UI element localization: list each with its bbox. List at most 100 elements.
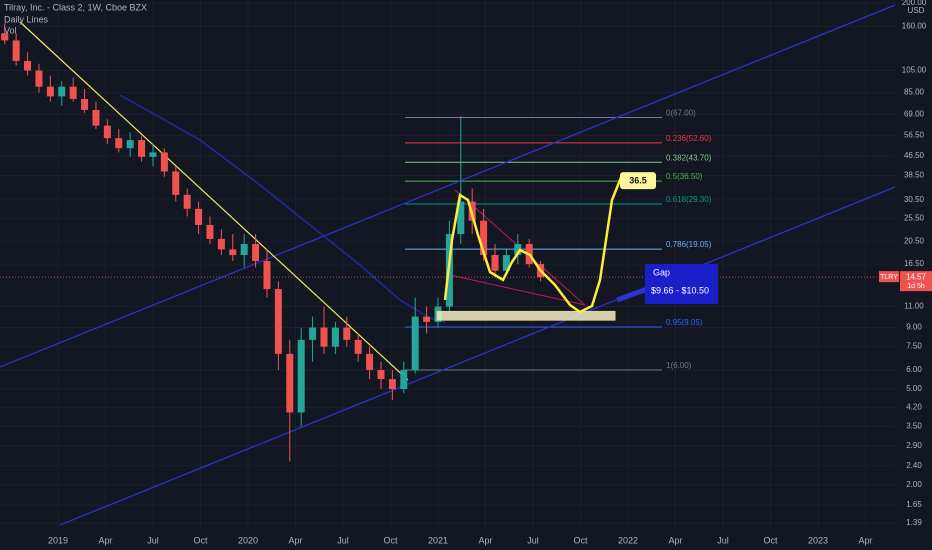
y-tick-label: 85.00 <box>904 88 925 97</box>
candle-body <box>343 327 351 340</box>
candle-body <box>297 339 305 413</box>
fib-label: 1(6.00) <box>666 361 692 370</box>
fib-label: 0.5(36.50) <box>666 172 703 181</box>
candle-body <box>388 379 396 390</box>
candle-body <box>229 249 237 256</box>
fib-label: 0.786(19.05) <box>666 240 712 249</box>
candle-body <box>286 353 294 413</box>
candle-body <box>252 244 260 262</box>
candle-body <box>126 140 134 149</box>
y-tick-label: 56.50 <box>904 130 925 139</box>
x-tick-label: Jul <box>717 535 729 545</box>
x-tick-label: 2019 <box>48 535 68 545</box>
x-tick-label: Oct <box>574 535 589 545</box>
y-tick-label: 20.50 <box>904 237 925 246</box>
candle-body <box>354 339 362 354</box>
x-tick-label: 2023 <box>808 535 828 545</box>
x-tick-label: Jul <box>337 535 349 545</box>
candle-body <box>377 369 385 380</box>
candle-body <box>92 109 100 126</box>
candle-body <box>81 98 89 110</box>
candle-body <box>411 316 419 370</box>
x-tick-label: Oct <box>383 535 398 545</box>
target-badge <box>620 172 656 190</box>
indicator-label: Daily Lines <box>4 14 49 24</box>
x-tick-label: Apr <box>669 535 683 545</box>
y-tick-label: 2.40 <box>906 461 922 470</box>
x-tick-label: Oct <box>764 535 779 545</box>
x-tick-label: Apr <box>288 535 302 545</box>
fib-label: 0.236(52.60) <box>666 134 712 143</box>
target-label: 36.5 <box>629 175 647 185</box>
candle-body <box>309 327 317 340</box>
fib-label: 0.95(9.05) <box>666 318 703 327</box>
symbol-badge <box>879 271 899 283</box>
x-tick-label: 2021 <box>428 535 448 545</box>
candle-body <box>480 220 488 256</box>
y-tick-label: 9.00 <box>906 323 922 332</box>
candle-body <box>69 86 77 99</box>
y-tick-label: 11.00 <box>904 302 924 311</box>
candle-body <box>103 125 111 139</box>
candle-body <box>138 140 146 157</box>
x-tick-label: Apr <box>859 535 873 545</box>
channel-upper <box>0 2 901 368</box>
candle-body <box>46 86 54 97</box>
gap-zone <box>436 310 616 321</box>
gap-callout-arrow <box>616 285 651 303</box>
axes: 200.00 160.00 105.00 85.00 69.00 56.50 46.50 38… <box>48 0 932 545</box>
candle-body <box>1 33 9 41</box>
y-tick-label: 6.00 <box>906 365 922 374</box>
candle-body <box>217 238 225 250</box>
y-tick-label: 3.50 <box>906 421 922 430</box>
candle-body <box>366 353 374 370</box>
candle-body <box>263 261 271 290</box>
last-price-label: 14.57 <box>906 272 927 281</box>
gap-range: $9.66 - $10.50 <box>651 285 709 295</box>
wedge-line <box>449 274 586 306</box>
x-tick-label: 2020 <box>238 535 258 545</box>
candle-body <box>514 244 522 256</box>
x-tick-label: Apr <box>478 535 492 545</box>
projection-path <box>443 174 624 314</box>
channel-lower <box>59 184 901 526</box>
candle-body <box>24 60 32 71</box>
x-tick-label: 2022 <box>618 535 638 545</box>
candle-body <box>457 201 465 235</box>
y-tick-label: 2.00 <box>906 480 922 489</box>
y-tick-label: 16.50 <box>904 259 925 268</box>
x-tick-label: Jul <box>147 535 159 545</box>
chart-title: Tilray, Inc. - Class 2, 1W, Cboe BZX <box>4 2 147 12</box>
fib-label: 0(67.00) <box>666 109 696 118</box>
y-tick-label: 105.00 <box>902 66 927 75</box>
candle-body <box>183 194 191 209</box>
gap-title: Gap <box>653 267 670 277</box>
candle-body <box>58 86 66 97</box>
candle-body <box>274 289 282 354</box>
last-price-badge <box>900 271 932 292</box>
fib-label: 0.382(43.70) <box>666 153 712 162</box>
y-tick-label: 30.50 <box>904 195 925 204</box>
candle-body <box>172 171 180 195</box>
candle-body <box>331 327 339 347</box>
y-tick-label: 25.50 <box>904 214 925 223</box>
y-tick-label: 5.00 <box>906 384 922 393</box>
y-tick-label: 160.00 <box>902 22 927 31</box>
x-tick-label: Jul <box>527 535 539 545</box>
candle-body <box>195 208 203 225</box>
gap-callout <box>645 264 718 304</box>
candle-body <box>115 138 123 149</box>
candle-body <box>400 369 408 390</box>
candle-body <box>320 327 328 347</box>
candle-body <box>160 152 168 172</box>
candle-body <box>206 224 214 239</box>
y-tick-label: 1.65 <box>906 500 922 509</box>
candle-body <box>491 255 499 271</box>
y-tick-label: 46.50 <box>904 151 925 160</box>
y-tick-label: 200.00 <box>902 0 927 7</box>
candle-body <box>149 152 157 157</box>
fib-label: 0.618(29.30) <box>666 195 712 204</box>
y-tick-label: 2.90 <box>906 441 922 450</box>
